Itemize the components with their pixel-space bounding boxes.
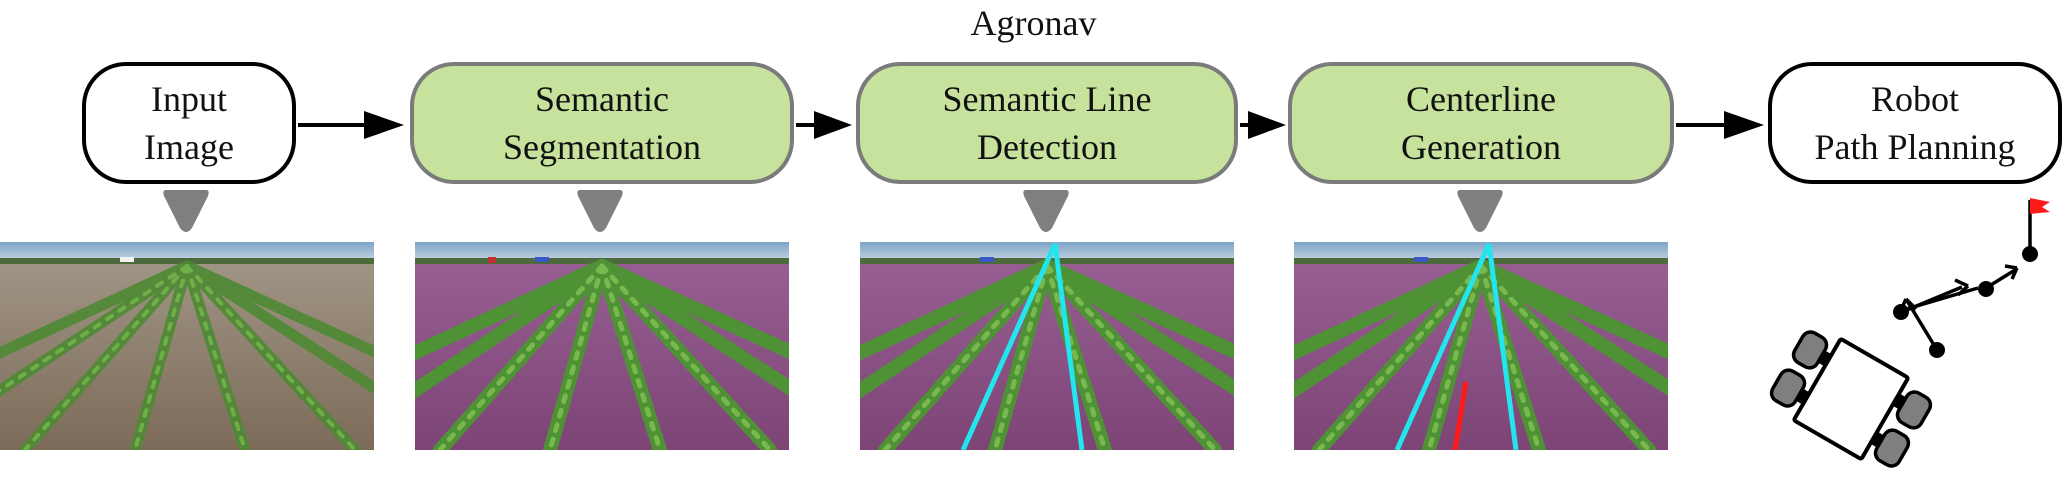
arrow-right-icon <box>1240 111 1286 139</box>
stage-robot-path-planning: Robot Path Planning <box>1768 62 2062 184</box>
stage-label: Input Image <box>144 79 234 167</box>
diagram-title: Agronav <box>970 3 1097 43</box>
stage-input-image: Input Image <box>82 62 296 184</box>
connector-icon <box>163 190 209 232</box>
stage-semantic-segmentation: Semantic Segmentation <box>410 62 794 184</box>
stage-label: Centerline Generation <box>1401 79 1561 167</box>
arrow-right-icon <box>796 111 852 139</box>
field-photo-centerline <box>1294 242 1668 450</box>
stage-label: Semantic Segmentation <box>503 79 701 167</box>
path-planning-graphic <box>1769 198 2050 468</box>
arrow-right-icon <box>298 111 404 139</box>
field-photo-segmentation <box>415 242 789 450</box>
robot-icon <box>1769 330 1933 468</box>
connector-icon <box>577 190 623 232</box>
goal-flag-icon <box>2028 198 2050 216</box>
stage-centerline-generation: Centerline Generation <box>1288 62 1674 184</box>
arrow-right-icon <box>1676 111 1764 139</box>
stage-label: Robot Path Planning <box>1814 79 2016 167</box>
connector-icon <box>1023 190 1069 232</box>
stage-semantic-line-detection: Semantic Line Detection <box>856 62 1238 184</box>
connector-icon <box>1457 190 1503 232</box>
stage-label: Semantic Line Detection <box>942 79 1152 167</box>
field-photo-input <box>0 242 374 450</box>
field-photo-line-detection <box>860 242 1234 450</box>
